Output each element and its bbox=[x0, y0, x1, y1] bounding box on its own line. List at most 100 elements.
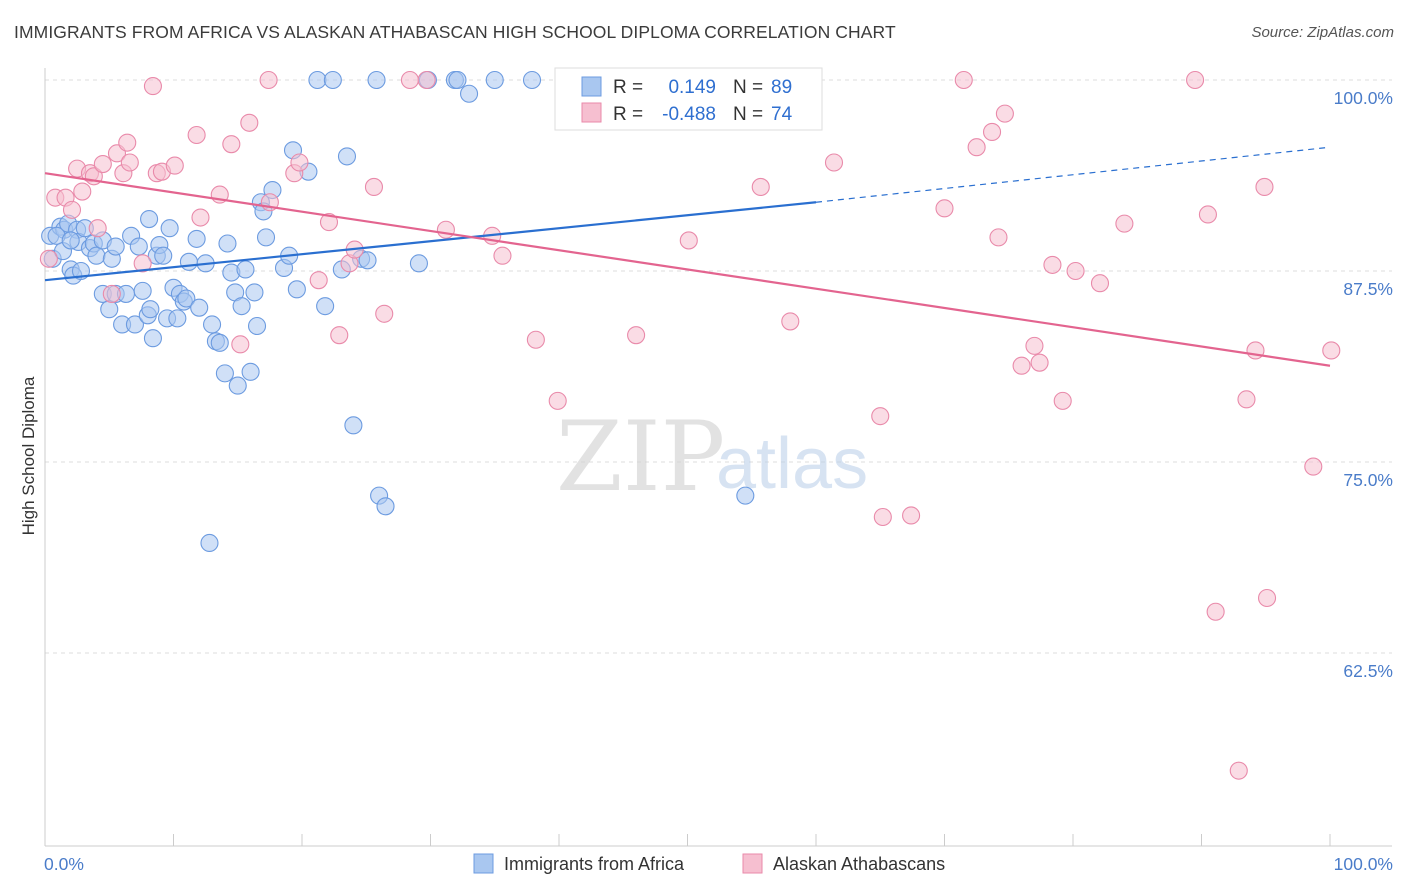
data-point-athabascan bbox=[995, 104, 1014, 123]
legend-n-label: N = bbox=[733, 77, 763, 98]
data-point-africa bbox=[61, 231, 80, 250]
data-point-athabascan bbox=[231, 335, 250, 354]
data-point-athabascan bbox=[1322, 341, 1341, 360]
data-point-athabascan bbox=[165, 156, 184, 175]
trend-line-athabascan bbox=[44, 172, 1331, 367]
data-point-athabascan bbox=[93, 154, 112, 174]
data-point-africa bbox=[133, 281, 152, 300]
data-point-athabascan bbox=[967, 138, 986, 157]
data-point-africa bbox=[323, 70, 342, 90]
data-point-africa bbox=[308, 70, 327, 90]
data-point-athabascan bbox=[1304, 457, 1323, 476]
data-point-athabascan bbox=[1198, 205, 1217, 224]
data-point-africa bbox=[232, 297, 251, 316]
legend-n-value-pink: 74 bbox=[771, 104, 793, 125]
data-point-africa bbox=[236, 260, 255, 279]
data-point-africa bbox=[154, 246, 173, 265]
data-point-africa bbox=[358, 251, 377, 270]
data-point-africa bbox=[210, 333, 229, 352]
data-point-athabascan bbox=[187, 125, 206, 145]
data-point-athabascan bbox=[679, 231, 698, 250]
data-point-athabascan bbox=[102, 284, 121, 303]
legend-r-label: R = bbox=[613, 104, 643, 125]
data-point-africa bbox=[736, 486, 755, 505]
data-point-africa bbox=[190, 298, 209, 317]
y-tick-label: 87.5% bbox=[1343, 279, 1393, 299]
data-point-athabascan bbox=[364, 177, 384, 197]
data-point-athabascan bbox=[309, 271, 328, 290]
data-point-africa bbox=[140, 209, 159, 229]
trend-line-africa-extension bbox=[815, 146, 1331, 203]
legend-r-label: R = bbox=[613, 77, 643, 98]
trend-lines bbox=[44, 146, 1331, 367]
data-point-athabascan bbox=[62, 200, 82, 219]
data-point-athabascan bbox=[1186, 70, 1205, 90]
data-point-africa bbox=[376, 497, 395, 516]
data-point-africa bbox=[247, 316, 267, 336]
source-label: Source: ZipAtlas.com bbox=[1251, 24, 1394, 41]
data-point-africa bbox=[367, 70, 386, 90]
data-point-africa bbox=[522, 70, 542, 90]
data-point-athabascan bbox=[290, 153, 309, 172]
data-point-athabascan bbox=[39, 249, 58, 268]
data-point-africa bbox=[344, 416, 363, 435]
data-point-africa bbox=[485, 70, 504, 90]
data-point-athabascan bbox=[1053, 391, 1072, 410]
data-point-athabascan bbox=[1257, 588, 1277, 608]
series-athabascan-points bbox=[39, 70, 1341, 780]
data-point-athabascan bbox=[436, 220, 455, 239]
x-tick-label: 100.0% bbox=[1334, 854, 1393, 874]
legend-pink-swatch bbox=[581, 102, 602, 123]
legend-r-value-blue: 0.149 bbox=[668, 77, 716, 98]
data-point-athabascan bbox=[191, 208, 210, 227]
data-point-africa bbox=[168, 309, 187, 328]
legend-blue-swatch bbox=[581, 76, 602, 97]
legend-athabascan-swatch bbox=[742, 853, 763, 874]
data-point-africa bbox=[215, 364, 234, 383]
data-point-africa bbox=[337, 147, 357, 166]
legend-africa-swatch bbox=[473, 853, 494, 874]
data-point-athabascan bbox=[1206, 602, 1225, 621]
data-point-athabascan bbox=[873, 507, 892, 527]
data-point-africa bbox=[448, 70, 467, 90]
data-point-athabascan bbox=[1012, 356, 1031, 375]
data-point-athabascan bbox=[120, 153, 139, 172]
data-point-africa bbox=[256, 228, 276, 247]
data-point-africa bbox=[143, 329, 162, 348]
data-point-athabascan bbox=[989, 228, 1008, 247]
data-point-athabascan bbox=[1025, 336, 1044, 355]
data-point-africa bbox=[287, 280, 306, 299]
data-point-athabascan bbox=[73, 182, 92, 201]
watermark: ZIP atlas bbox=[556, 401, 868, 513]
data-point-africa bbox=[245, 283, 264, 302]
data-point-athabascan bbox=[319, 213, 339, 232]
data-point-athabascan bbox=[627, 326, 646, 345]
legend-n-value-blue: 89 bbox=[771, 77, 792, 98]
data-point-athabascan bbox=[935, 199, 954, 218]
axes bbox=[44, 68, 1392, 847]
data-point-athabascan bbox=[1090, 274, 1110, 293]
data-point-africa bbox=[160, 219, 179, 238]
data-point-athabascan bbox=[751, 177, 770, 197]
data-point-africa bbox=[218, 234, 237, 253]
data-point-athabascan bbox=[88, 219, 107, 238]
data-point-africa bbox=[129, 237, 148, 256]
data-point-athabascan bbox=[1255, 177, 1274, 197]
data-point-africa bbox=[87, 246, 106, 265]
series-legend: Immigrants from Africa Alaskan Athabasca… bbox=[473, 853, 945, 874]
data-point-athabascan bbox=[548, 391, 567, 410]
data-point-athabascan bbox=[493, 246, 512, 265]
data-point-athabascan bbox=[1030, 353, 1049, 372]
data-point-athabascan bbox=[902, 506, 921, 525]
data-point-africa bbox=[179, 252, 198, 271]
data-point-africa bbox=[106, 237, 125, 256]
data-point-athabascan bbox=[954, 70, 973, 90]
data-point-athabascan bbox=[1066, 261, 1085, 281]
y-tick-label: 75.0% bbox=[1343, 470, 1393, 490]
data-point-athabascan bbox=[824, 153, 844, 172]
data-point-africa bbox=[100, 300, 119, 319]
data-point-africa bbox=[125, 315, 144, 334]
y-axis-label: High School Diploma bbox=[19, 376, 38, 535]
legend-n-label: N = bbox=[733, 104, 763, 125]
